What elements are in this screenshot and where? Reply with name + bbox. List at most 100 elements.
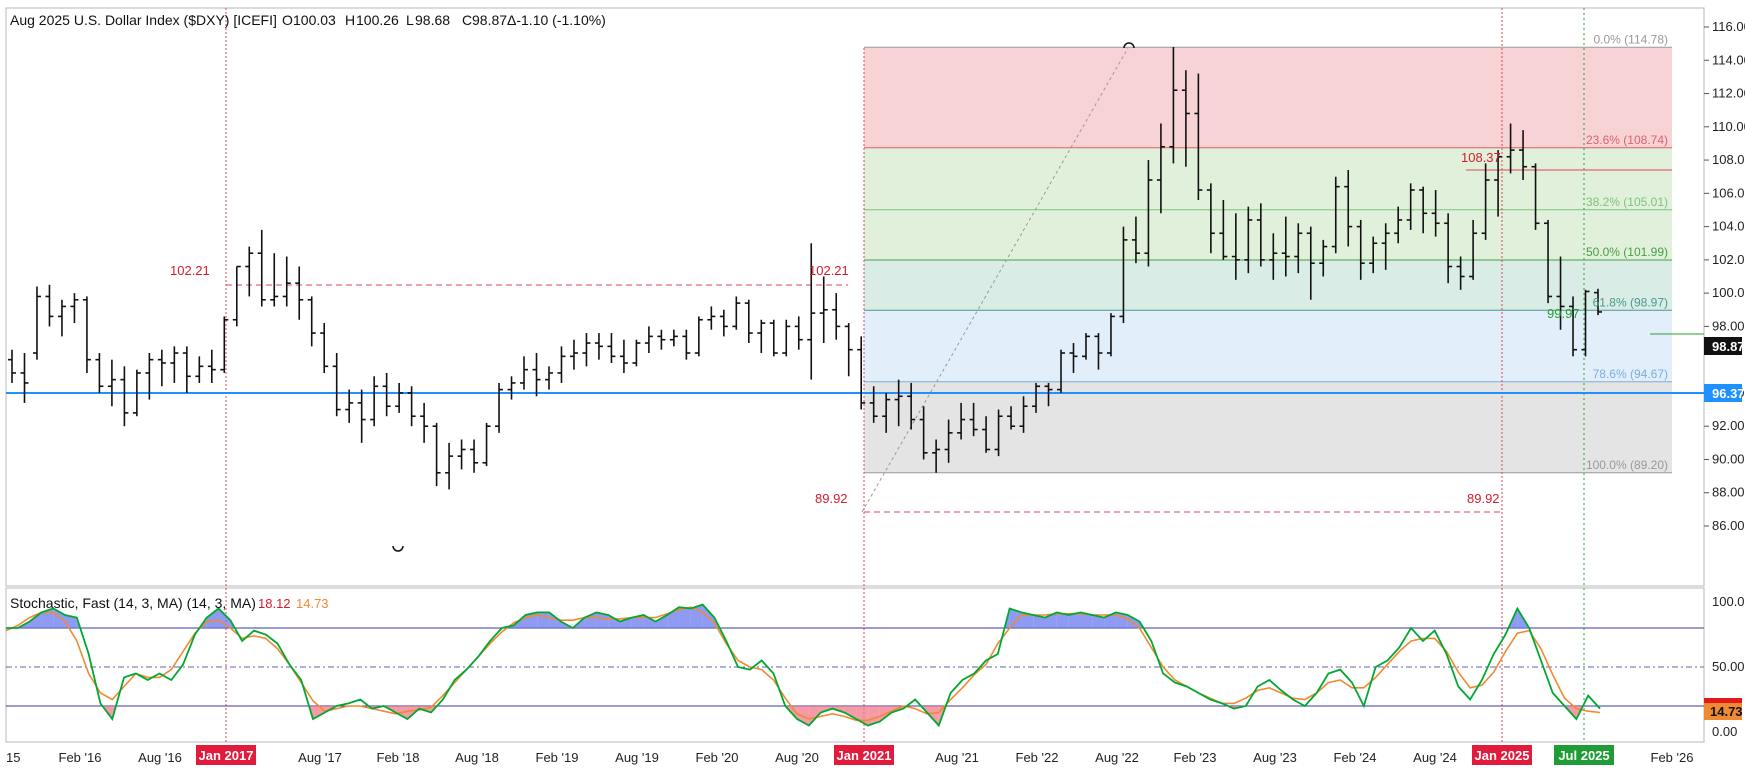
price-bar: [1094, 333, 1103, 370]
price-bar: [544, 366, 553, 390]
fib-zone: [864, 381, 1672, 473]
fib-zone: [864, 310, 1672, 382]
price-bar: [1394, 206, 1403, 244]
price-bar: [295, 266, 304, 320]
price-bar: [1419, 186, 1428, 234]
last-price-label: 98.87: [1712, 339, 1745, 354]
stoch-fill: [667, 607, 680, 628]
stoch-tick-label: 0.00: [1712, 724, 1737, 739]
price-bar: [757, 319, 766, 354]
price-bar: [320, 323, 329, 373]
date-highlight-box: [1554, 745, 1614, 765]
date-label: Aug '22: [1095, 750, 1139, 765]
fib-label: 61.8% (98.97): [1593, 295, 1668, 309]
date-label: Feb '18: [377, 750, 420, 765]
price-bar: [607, 333, 616, 363]
price-bar: [1469, 219, 1478, 280]
price-bar: [1381, 223, 1390, 270]
price-bar: [782, 319, 791, 357]
price-bars: [8, 46, 1602, 490]
price-bar: [919, 406, 928, 460]
price-bar: [182, 346, 191, 393]
price-bar: [1119, 226, 1128, 324]
date-label: 15: [6, 750, 20, 765]
stoch-fill: [53, 608, 66, 628]
low2021-right-label: 89.92: [1467, 491, 1500, 506]
support-price-label: 96.37: [1712, 386, 1745, 401]
stoch-fill: [206, 608, 219, 628]
date-label: Aug '17: [298, 750, 342, 765]
date-label: Feb '26: [1651, 750, 1694, 765]
date-highlight-box: [196, 745, 256, 765]
stoch-title: Stochastic, Fast (14, 3, MA) (14, 3, MA): [10, 595, 256, 611]
price-bar: [1406, 183, 1415, 230]
price-bar: [1519, 130, 1528, 181]
stoch-fill: [619, 617, 632, 628]
price-bar: [569, 339, 578, 370]
price-tick-label: 108.00: [1712, 152, 1745, 167]
stoch-d-value: 14.73: [296, 596, 329, 611]
price-bar: [1594, 288, 1602, 316]
date-label: Aug '19: [615, 750, 659, 765]
price-bar: [245, 246, 254, 297]
price-bar: [1144, 160, 1153, 267]
price-bar: [619, 339, 628, 373]
price-bar: [869, 386, 878, 423]
price-bar: [1069, 343, 1078, 373]
price-bar: [694, 316, 703, 357]
fib-zone: [864, 209, 1672, 261]
price-bar: [1007, 406, 1016, 430]
stoch-tick-label: 50.00: [1712, 659, 1745, 674]
price-bar: [794, 316, 803, 350]
date-label: Feb '23: [1174, 750, 1217, 765]
price-bar: [470, 439, 479, 473]
stoch-d-line: [5, 606, 1601, 722]
price-bar: [370, 376, 379, 427]
price-bar: [1131, 216, 1140, 264]
stoch-fill: [808, 706, 821, 726]
price-bar: [1531, 163, 1540, 230]
fib-label: 78.6% (94.67): [1593, 367, 1668, 381]
stoch-current-label: 14.73: [1710, 704, 1743, 719]
price-bar: [1231, 213, 1240, 280]
price-tick-label: 86.00: [1712, 518, 1745, 533]
price-bar: [420, 402, 429, 443]
stoch-axis: 100.00 50.00 0.00: [1712, 594, 1745, 739]
date-label: Aug '20: [775, 750, 819, 765]
price-bar: [382, 372, 391, 417]
price-tick-label: 116.00: [1712, 19, 1745, 34]
low-prefix: L: [406, 12, 414, 28]
price-bar: [969, 402, 978, 437]
close-value: 98.87: [472, 12, 507, 28]
price-bar: [1269, 233, 1278, 280]
price-bar: [1032, 382, 1041, 413]
price-bar: [857, 336, 866, 410]
price-bar: [482, 422, 491, 467]
recent-label: 99.97: [1547, 306, 1580, 321]
price-tick-label: 106.00: [1712, 185, 1745, 200]
price-bar: [894, 379, 903, 427]
fib-zone: [864, 147, 1672, 210]
price-bar: [1456, 256, 1465, 290]
price-bar: [1019, 396, 1028, 433]
price-bar: [495, 382, 504, 433]
stoch-fill: [1080, 612, 1093, 628]
price-tick-label: 102.00: [1712, 252, 1745, 267]
price-bar: [32, 286, 41, 360]
price-bar: [257, 229, 266, 307]
stoch-fill: [844, 706, 857, 719]
price-bar: [8, 349, 16, 383]
support-price-box: [1704, 384, 1742, 402]
stoch-fill: [1009, 608, 1022, 628]
stoch-fill: [702, 604, 715, 628]
price-bar: [1506, 123, 1515, 174]
price-bar: [157, 349, 166, 387]
price-bar: [70, 293, 79, 324]
fib-zone: [864, 47, 1672, 148]
date-axis: 15 Feb '16 Aug '16 Jan 2017 Aug '17 Feb '18 Au…: [6, 745, 1693, 765]
price-bar: [1356, 219, 1365, 280]
date-label: Aug '23: [1253, 750, 1297, 765]
price-bar: [1369, 236, 1378, 274]
price-bar: [732, 296, 741, 330]
price-bar: [282, 256, 291, 307]
